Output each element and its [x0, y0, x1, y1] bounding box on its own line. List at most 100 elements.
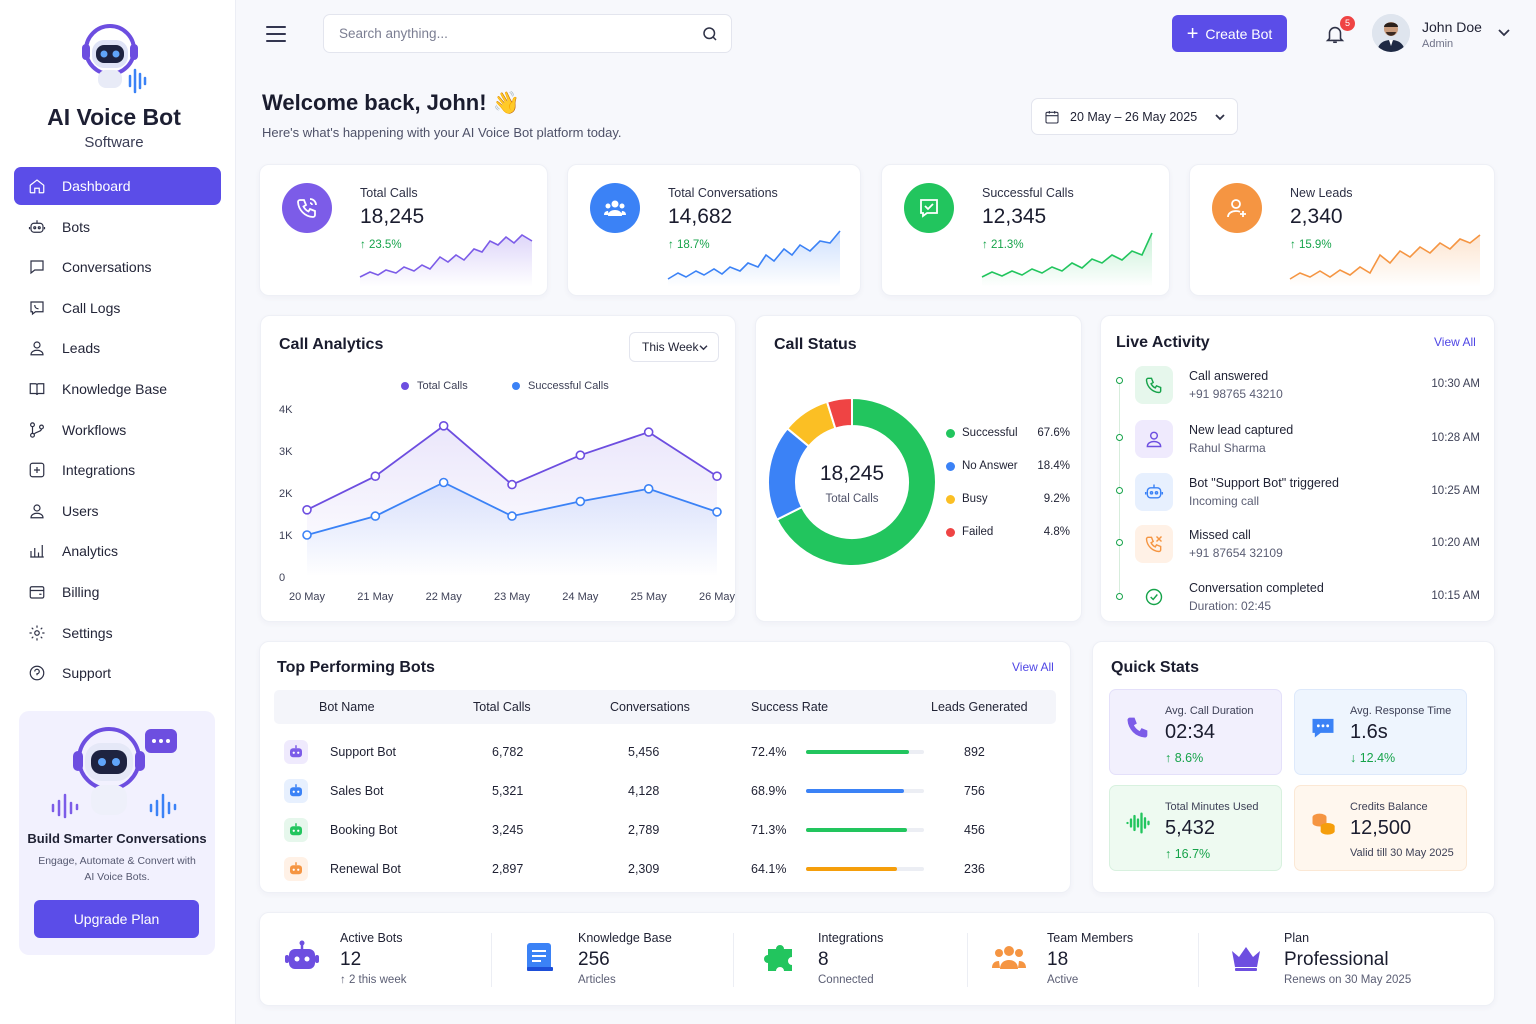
- sidebar-item-workflows[interactable]: Workflows: [14, 411, 221, 449]
- bot-icon: [1144, 484, 1164, 499]
- users-icon: [604, 200, 626, 216]
- sidebar-item-integrations[interactable]: Integrations: [14, 451, 221, 489]
- notifications-button[interactable]: 5: [1324, 16, 1355, 46]
- summary-sub: ↑ 2 this week: [340, 974, 407, 986]
- activity-sub: Rahul Sharma: [1189, 441, 1266, 455]
- data-point: [712, 507, 722, 517]
- summary-sub: Active: [1047, 974, 1079, 986]
- search-bar: [323, 14, 732, 53]
- summary-label: Integrations: [818, 931, 884, 945]
- summary-sub: Renews on 30 May 2025: [1284, 974, 1412, 986]
- bot-conversations: 5,456: [628, 745, 660, 759]
- status-pct: 4.8%: [1043, 526, 1070, 538]
- upgrade-plan-button[interactable]: Upgrade Plan: [34, 900, 199, 938]
- data-point: [643, 484, 654, 494]
- activity-item[interactable]: Call answered +91 98765 43210 10:30 AM: [1135, 366, 1480, 410]
- x-tick-label: 20 May: [289, 591, 326, 603]
- activity-item[interactable]: Missed call +91 87654 32109 10:20 AM: [1135, 525, 1480, 569]
- col-header: Leads Generated: [931, 700, 1028, 714]
- chevron-down-icon[interactable]: [1498, 28, 1510, 38]
- bot-avatar: [284, 857, 308, 881]
- status-legend-busy: Busy 9.2%: [946, 491, 1070, 507]
- y-tick-label: 2K: [279, 488, 293, 500]
- timeline-dot: [1116, 593, 1123, 600]
- bot-calls: 5,321: [492, 784, 524, 798]
- sidebar-item-dashboard[interactable]: Dashboard: [14, 167, 221, 205]
- view-all-link[interactable]: View All: [1434, 335, 1476, 349]
- success-rate-fill: [806, 867, 897, 871]
- user-name[interactable]: John Doe: [1422, 19, 1482, 35]
- summary-active-bots[interactable]: Active Bots 12 ↑ 2 this week: [284, 913, 484, 1007]
- legend-label: Total Calls: [417, 380, 468, 392]
- quick-stat-total-minutes[interactable]: Total Minutes Used 5,432 ↑ 16.7%: [1109, 785, 1282, 871]
- stat-card-successful-calls[interactable]: Successful Calls 12,345 ↑ 21.3%: [881, 164, 1170, 296]
- sidebar-item-support[interactable]: Support: [14, 654, 221, 692]
- range-select[interactable]: This Week: [629, 332, 719, 362]
- summary-team-members[interactable]: Team Members 18 Active: [991, 913, 1191, 1007]
- divider: [733, 933, 734, 987]
- search-icon[interactable]: [701, 25, 719, 43]
- date-range-picker[interactable]: 20 May – 26 May 2025: [1031, 98, 1238, 135]
- summary-knowledge-base[interactable]: Knowledge Base 256 Articles: [522, 913, 722, 1007]
- user-add-icon: [1227, 199, 1246, 218]
- data-point: [712, 471, 722, 481]
- activity-title: Conversation completed: [1189, 581, 1324, 595]
- summary-sub: Articles: [578, 974, 616, 986]
- quick-stat-avg-response-time[interactable]: Avg. Response Time 1.6s ↓ 12.4%: [1294, 689, 1467, 775]
- avatar[interactable]: [1372, 14, 1410, 52]
- sidebar-item-knowledge-base[interactable]: Knowledge Base: [14, 370, 221, 408]
- quick-stats-card: Quick Stats Avg. Call Duration 02:34 ↑ 8…: [1092, 641, 1495, 893]
- sidebar-item-bots[interactable]: Bots: [14, 208, 221, 246]
- create-bot-button[interactable]: + Create Bot: [1172, 15, 1287, 52]
- sidebar-item-settings[interactable]: Settings: [14, 614, 221, 652]
- divider: [967, 933, 968, 987]
- sidebar-item-users[interactable]: Users: [14, 492, 221, 530]
- plus-square-icon: [29, 462, 45, 478]
- chat-icon: [30, 260, 44, 275]
- timeline-dot: [1116, 377, 1123, 384]
- summary-value: 256: [578, 949, 610, 970]
- team-icon: [992, 946, 1026, 969]
- create-bot-label: Create Bot: [1205, 25, 1273, 42]
- activity-item[interactable]: Conversation completed Duration: 02:45 1…: [1135, 578, 1480, 622]
- search-input[interactable]: [324, 15, 664, 52]
- sidebar-item-call-logs[interactable]: Call Logs: [14, 289, 221, 327]
- stat-card-new-leads[interactable]: New Leads 2,340 ↑ 15.9%: [1189, 164, 1495, 296]
- table-row[interactable]: Support Bot 6,782 5,456 72.4% 892: [274, 734, 1056, 770]
- table-row[interactable]: Sales Bot 5,321 4,128 68.9% 756: [274, 773, 1056, 809]
- quick-stat-credits-balance[interactable]: Credits Balance 12,500 Valid till 30 May…: [1294, 785, 1467, 871]
- stat-card-total-calls[interactable]: Total Calls 18,245 ↑ 23.5%: [259, 164, 548, 296]
- book-icon: [527, 943, 553, 971]
- sidebar-item-analytics[interactable]: Analytics: [14, 532, 221, 570]
- bot-icon: [290, 745, 302, 758]
- view-all-link[interactable]: View All: [1012, 660, 1054, 674]
- user-icon: [30, 341, 44, 356]
- col-header: Conversations: [610, 700, 690, 714]
- quick-stat-label: Total Minutes Used: [1165, 801, 1259, 813]
- sidebar-item-conversations[interactable]: Conversations: [14, 248, 221, 286]
- sidebar-item-billing[interactable]: Billing: [14, 573, 221, 611]
- sidebar-item-leads[interactable]: Leads: [14, 329, 221, 367]
- sidebar-item-label: Billing: [62, 583, 100, 600]
- quick-stat-avg-call-duration[interactable]: Avg. Call Duration 02:34 ↑ 8.6%: [1109, 689, 1282, 775]
- stat-card-total-conversations[interactable]: Total Conversations 14,682 ↑ 18.7%: [567, 164, 861, 296]
- menu-toggle-icon[interactable]: [266, 26, 286, 44]
- summary-value: 12: [340, 949, 362, 970]
- stat-label: New Leads: [1290, 186, 1353, 200]
- activity-item[interactable]: New lead captured Rahul Sharma 10:28 AM: [1135, 420, 1480, 464]
- summary-integrations[interactable]: Integrations 8 Connected: [762, 913, 962, 1007]
- sidebar-item-label: Leads: [62, 340, 101, 357]
- sidebar-item-label: Call Logs: [62, 299, 121, 316]
- donut-center-label: Total Calls: [825, 493, 879, 505]
- status-legend-no-answer: No Answer 18.4%: [946, 458, 1070, 474]
- top-bots-card: Top Performing Bots View All Bot Name To…: [259, 641, 1071, 893]
- x-tick-label: 21 May: [357, 591, 394, 603]
- card-title: Top Performing Bots: [277, 659, 435, 676]
- sidebar-item-label: Bots: [62, 218, 91, 235]
- table-row[interactable]: Booking Bot 3,245 2,789 71.3% 456: [274, 812, 1056, 848]
- summary-plan[interactable]: Plan Professional Renews on 30 May 2025: [1228, 913, 1468, 1007]
- activity-item[interactable]: Bot "Support Bot" triggered Incoming cal…: [1135, 473, 1480, 517]
- table-row[interactable]: Renewal Bot 2,897 2,309 64.1% 236: [274, 851, 1056, 887]
- legend-total-calls: Total Calls: [401, 380, 468, 392]
- activity-time: 10:15 AM: [1431, 590, 1480, 602]
